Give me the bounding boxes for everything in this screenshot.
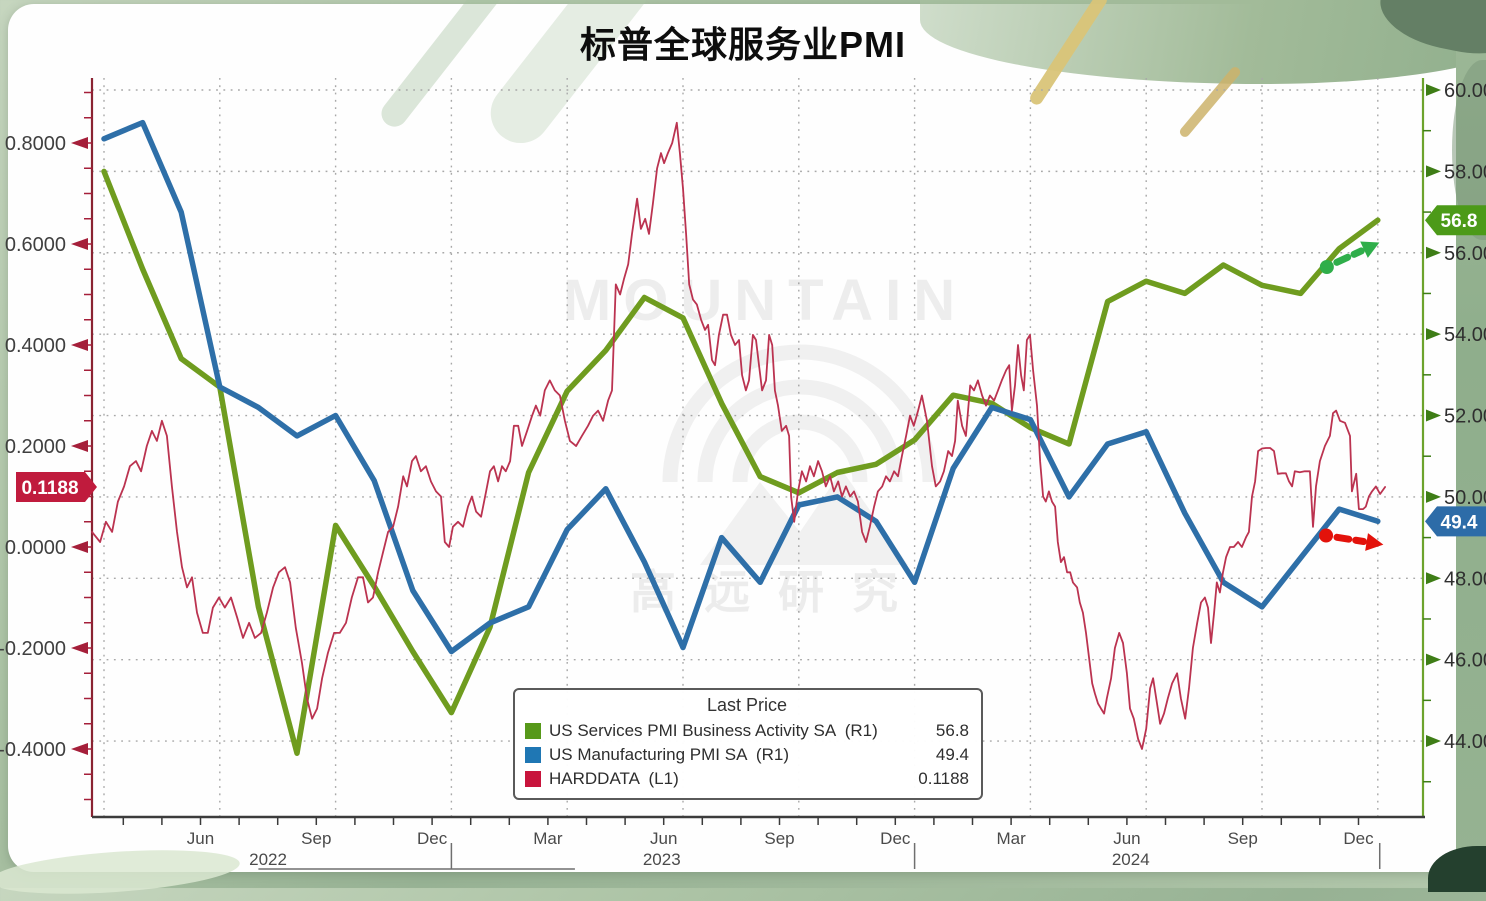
svg-text:Sep: Sep xyxy=(1228,829,1258,848)
x-axis-ticks: Jun Sep Dec Mar Jun Sep Dec Mar Jun Sep Dec xyxy=(122,817,1374,848)
svg-text:Dec: Dec xyxy=(1343,829,1374,848)
svg-text:50.00: 50.00 xyxy=(1444,487,1486,509)
svg-text:Dec: Dec xyxy=(880,829,911,848)
svg-text:56.00: 56.00 xyxy=(1444,243,1486,265)
svg-text:60.00: 60.00 xyxy=(1444,80,1486,102)
svg-text:Jun: Jun xyxy=(650,829,677,848)
svg-text:58.00: 58.00 xyxy=(1444,161,1486,183)
legend-row-manufacturing: US Manufacturing PMI SA (R1) 49.4 xyxy=(525,743,969,767)
manufacturing-swatch xyxy=(525,747,541,763)
legend-label: HARDDATA (L1) xyxy=(549,769,679,788)
svg-text:0.4000: 0.4000 xyxy=(5,335,66,357)
svg-text:Mar: Mar xyxy=(533,829,563,848)
legend-value: 56.8 xyxy=(935,721,969,740)
svg-text:44.00: 44.00 xyxy=(1444,731,1486,753)
svg-text:Sep: Sep xyxy=(301,829,331,848)
legend-box: Last Price US Services PMI Business Acti… xyxy=(513,688,983,800)
svg-text:Jun: Jun xyxy=(1113,829,1140,848)
svg-text:Mar: Mar xyxy=(996,829,1026,848)
svg-text:0.8000: 0.8000 xyxy=(5,133,66,155)
svg-text:Jun: Jun xyxy=(187,829,214,848)
svg-text:-0.4000: -0.4000 xyxy=(0,739,66,761)
series-0-line xyxy=(101,168,1381,756)
svg-text:2023: 2023 xyxy=(643,850,681,869)
x-axis-year-band: 2022 2023 2024 xyxy=(249,843,1381,870)
svg-text:0.2000: 0.2000 xyxy=(5,436,66,458)
left-axis-ticks: 0.8000 0.6000 0.4000 0.2000 0.0000 -0.2000 -0.… xyxy=(0,91,92,801)
harddata-swatch xyxy=(525,771,541,787)
svg-text:0.0000: 0.0000 xyxy=(5,537,66,559)
svg-text:56.8: 56.8 xyxy=(1441,211,1478,232)
svg-text:49.4: 49.4 xyxy=(1441,512,1478,533)
svg-text:2024: 2024 xyxy=(1112,850,1150,869)
svg-text:46.00: 46.00 xyxy=(1444,650,1486,672)
svg-text:0.6000: 0.6000 xyxy=(5,234,66,256)
svg-text:54.00: 54.00 xyxy=(1444,324,1486,346)
trend-arrow-annotation-1 xyxy=(1319,528,1384,551)
svg-text:-0.2000: -0.2000 xyxy=(0,638,66,660)
svg-text:高远研究: 高远研究 xyxy=(630,566,926,618)
svg-text:52.00: 52.00 xyxy=(1444,406,1486,428)
svg-text:0.1188: 0.1188 xyxy=(21,478,78,499)
svg-text:Dec: Dec xyxy=(417,829,448,848)
right-axis-ticks: 60.00 58.00 56.00 54.00 52.00 50.00 48.00 46.00… xyxy=(1423,80,1486,783)
legend-label: US Services PMI Business Activity SA (R1… xyxy=(549,721,878,740)
trend-arrow-annotation-0 xyxy=(1319,241,1380,275)
legend-value: 0.1188 xyxy=(918,769,969,788)
legend-row-services: US Services PMI Business Activity SA (R1… xyxy=(525,719,969,743)
legend-title: Last Price xyxy=(706,695,788,715)
legend-label: US Manufacturing PMI SA (R1) xyxy=(549,745,789,764)
series-1-line xyxy=(101,119,1381,655)
series-2-line xyxy=(91,121,1386,750)
legend-row-harddata: HARDDATA (L1) 0.1188 xyxy=(525,767,969,791)
legend-value: 49.4 xyxy=(935,745,969,764)
svg-text:2022: 2022 xyxy=(249,850,287,869)
svg-text:48.00: 48.00 xyxy=(1444,568,1486,590)
svg-text:Sep: Sep xyxy=(764,829,794,848)
page-title: 标普全球服务业PMI xyxy=(579,24,906,65)
services-swatch xyxy=(525,723,541,739)
